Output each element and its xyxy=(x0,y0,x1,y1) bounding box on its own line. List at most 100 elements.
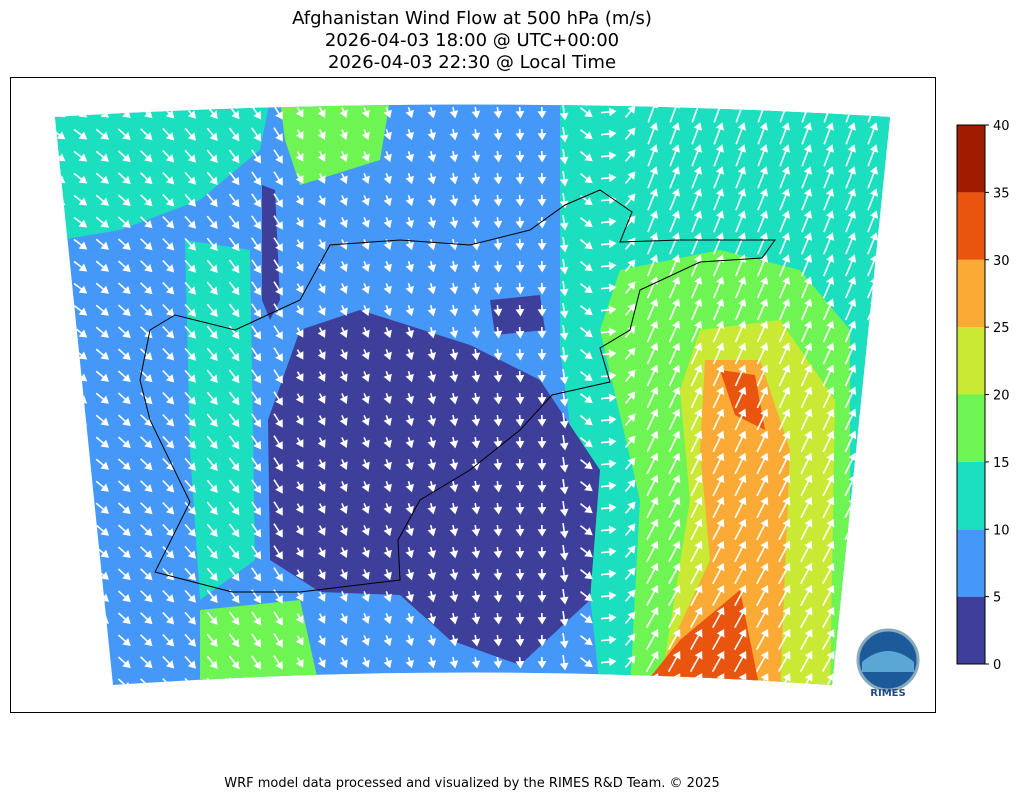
wind-arrow xyxy=(273,633,283,648)
wind-arrow xyxy=(756,540,769,563)
wind-arrow xyxy=(184,193,196,207)
wind-arrow xyxy=(383,239,392,251)
wind-arrow xyxy=(471,128,481,141)
wind-arrow xyxy=(559,148,569,165)
wind-arrow xyxy=(800,474,813,497)
wind-arrow xyxy=(339,327,348,338)
wind-arrow xyxy=(361,437,370,449)
wind-arrow xyxy=(449,304,459,317)
wind-arrow xyxy=(427,370,437,383)
wind-arrow xyxy=(184,215,196,229)
wind-arrow xyxy=(867,188,879,211)
wind-arrow xyxy=(713,166,725,189)
wind-arrow xyxy=(206,567,218,582)
wind-arrow xyxy=(361,217,370,229)
wind-arrow xyxy=(140,260,153,273)
wind-arrow xyxy=(647,144,658,167)
wind-arrow xyxy=(273,325,283,340)
colorbar: 0 5 10 15 20 25 30 35 40 xyxy=(956,119,1010,673)
wind-arrow xyxy=(117,260,131,273)
wind-arrow xyxy=(117,568,131,581)
wind-arrow xyxy=(95,326,109,338)
contour-region xyxy=(490,295,545,335)
wind-arrow xyxy=(427,348,437,361)
wind-arrow xyxy=(228,611,240,626)
wind-arrow xyxy=(799,651,813,672)
wind-arrow xyxy=(712,298,725,321)
wind-arrow xyxy=(361,481,370,493)
wind-arrow xyxy=(471,678,481,685)
wind-arrow xyxy=(449,436,459,449)
wind-arrow xyxy=(646,364,659,387)
wind-arrow xyxy=(646,584,659,607)
wind-arrow xyxy=(184,237,196,251)
wind-arrow xyxy=(162,128,175,141)
wind-arrow xyxy=(273,171,283,186)
wind-arrow xyxy=(493,392,503,405)
wind-arrow xyxy=(823,254,835,277)
wind-arrow xyxy=(95,480,109,492)
wind-arrow xyxy=(669,210,681,233)
wind-arrow xyxy=(427,150,437,163)
wind-arrow xyxy=(427,326,437,339)
wind-arrow xyxy=(799,629,813,651)
wind-arrow xyxy=(537,392,547,405)
wind-arrow xyxy=(579,305,593,316)
wind-arrow xyxy=(646,452,659,475)
wind-arrow xyxy=(600,327,617,337)
wind-arrow xyxy=(140,524,153,537)
wind-arrow xyxy=(823,122,834,145)
wind-arrow xyxy=(228,215,240,230)
wind-arrow xyxy=(55,239,66,250)
wind-arrow xyxy=(361,569,370,581)
wind-arrow xyxy=(756,408,769,431)
wind-arrow xyxy=(559,676,569,685)
wind-arrow xyxy=(668,474,681,497)
wind-arrow xyxy=(55,327,66,338)
wind-arrow xyxy=(471,106,481,119)
wind-arrow xyxy=(427,480,437,493)
wind-arrow xyxy=(537,414,547,427)
wind-arrow xyxy=(361,173,370,185)
wind-arrow xyxy=(668,320,681,343)
wind-arrow xyxy=(822,540,835,563)
wind-arrow xyxy=(823,232,835,255)
wind-arrow xyxy=(600,679,617,685)
wind-arrow xyxy=(712,430,725,453)
wind-arrow xyxy=(184,259,196,273)
wind-arrow xyxy=(515,524,525,537)
wind-arrow xyxy=(734,364,747,387)
wind-arrow xyxy=(449,524,459,537)
wind-arrow xyxy=(162,480,175,493)
wind-arrow xyxy=(823,144,834,167)
wind-arrow xyxy=(228,281,240,296)
wind-arrow xyxy=(734,386,747,409)
wind-arrow xyxy=(295,217,304,228)
wind-arrow xyxy=(383,305,392,317)
wind-arrow xyxy=(537,458,547,471)
wind-arrow xyxy=(405,634,414,647)
wind-arrow xyxy=(668,408,681,431)
wind-arrow xyxy=(184,655,196,669)
wind-arrow xyxy=(559,302,569,319)
wind-arrow xyxy=(559,654,569,671)
wind-arrow xyxy=(361,349,370,361)
wind-arrow xyxy=(471,458,481,471)
wind-arrow xyxy=(273,369,283,384)
wind-arrow xyxy=(690,452,703,475)
colorbar-tick-label: 15 xyxy=(993,456,1010,471)
wind-arrow xyxy=(55,371,66,382)
wind-arrow xyxy=(667,651,681,672)
wind-arrow xyxy=(537,656,547,669)
wind-arrow xyxy=(690,408,703,431)
wind-arrow xyxy=(778,606,791,629)
wind-arrow xyxy=(206,127,218,142)
wind-arrow xyxy=(579,503,593,514)
wind-arrow xyxy=(339,459,348,470)
wind-arrow xyxy=(449,458,459,471)
wind-arrow xyxy=(449,568,459,581)
wind-arrows xyxy=(55,104,879,685)
wind-arrow xyxy=(493,678,503,685)
wind-arrow xyxy=(361,635,370,647)
wind-arrow xyxy=(273,655,283,670)
